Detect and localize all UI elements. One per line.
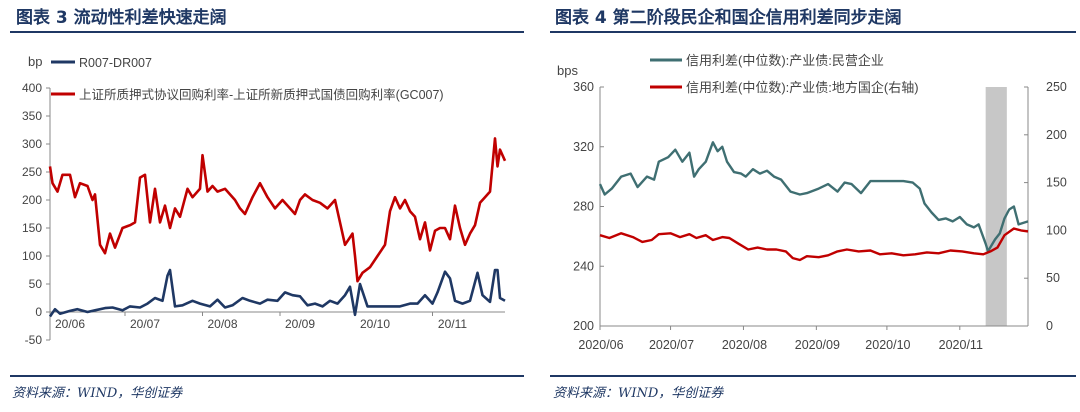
y-unit-label: bp: [28, 54, 42, 69]
y2-tick-label: 50: [1046, 271, 1060, 285]
shaded-period: [985, 87, 1007, 326]
series-line-2: [48, 137, 507, 283]
figure-title: 图表 4 第二阶段民企和国企信用利差同步走阔: [555, 8, 902, 28]
x-tick-label: 20/08: [207, 317, 237, 331]
y2-tick-label: 150: [1046, 176, 1067, 190]
y-unit-label: bps: [557, 63, 578, 78]
credit-spread-chart: 200 240 280 320 360 0 50 100 150 200 250 2020/06 202…: [557, 53, 1067, 352]
title-rule: [550, 31, 1076, 33]
series-line-1: [598, 141, 1029, 253]
x-tick-label: 2020/09: [795, 338, 840, 352]
y-tick-label: 300: [22, 137, 42, 151]
x-tick-label: 2020/06: [578, 338, 623, 352]
source-note: 资料来源：WIND，华创证券: [12, 386, 183, 401]
y-tick-label: 360: [573, 80, 594, 94]
y2-tick-label: 0: [1046, 319, 1053, 333]
y-tick-label: 250: [22, 165, 42, 179]
y-tick-label: 240: [573, 259, 594, 273]
source-rule: [550, 375, 1076, 377]
y2-tick-label: 200: [1046, 128, 1067, 142]
x-tick-label: 20/06: [55, 317, 85, 331]
x-tick-label: 2020/08: [722, 338, 767, 352]
right-chart-panel: 图表 4 第二阶段民企和国企信用利差同步走阔 200 240 280 320 360 0 5…: [545, 0, 1080, 412]
y2-tick-label: 100: [1046, 223, 1067, 237]
x-tick-label: 2020/10: [865, 338, 910, 352]
source-note: 资料来源：WIND，华创证券: [553, 386, 724, 401]
y-tick-label: 150: [22, 221, 42, 235]
y-tick-label: -50: [25, 333, 43, 347]
legend-label: R007-DR007: [79, 56, 152, 70]
y-tick-label: 280: [573, 200, 594, 214]
source-rule: [10, 375, 524, 377]
y-tick-label: 200: [573, 319, 594, 333]
series-line-2: [599, 227, 1029, 262]
x-tick-label: 20/07: [130, 317, 160, 331]
y-tick-label: 320: [573, 140, 594, 154]
y2-tick-label: 250: [1046, 80, 1067, 94]
liquidity-spread-chart: -50 0 50 100 150 200 250 300 350 400 20/06 20/07 20/…: [22, 54, 507, 347]
y-tick-label: 400: [22, 81, 42, 95]
y-tick-label: 50: [29, 277, 43, 291]
title-rule: [10, 31, 524, 33]
legend-label: 上证所质押式协议回购利率-上证所新质押式国债回购利率(GC007): [79, 87, 444, 102]
legend-label: 信用利差(中位数):产业债:民营企业: [686, 53, 884, 68]
legend-label: 信用利差(中位数):产业债:地方国企(右轴): [686, 80, 919, 95]
x-tick-label: 20/09: [285, 317, 315, 331]
y-tick-label: 350: [22, 109, 42, 123]
x-tick-label: 20/10: [360, 317, 390, 331]
x-tick-label: 20/11: [438, 317, 467, 331]
left-chart-panel: 图表 3 流动性利差快速走阔 -50 0 50 100 150 200 250 300 350 4…: [0, 0, 527, 412]
y-tick-label: 200: [22, 193, 42, 207]
y-tick-label: 0: [35, 305, 42, 319]
figure-title: 图表 3 流动性利差快速走阔: [16, 8, 227, 28]
x-tick-label: 2020/07: [649, 338, 694, 352]
y-tick-label: 100: [22, 249, 42, 263]
series-line-1: [48, 268, 506, 318]
x-tick-label: 2020/11: [939, 338, 983, 352]
